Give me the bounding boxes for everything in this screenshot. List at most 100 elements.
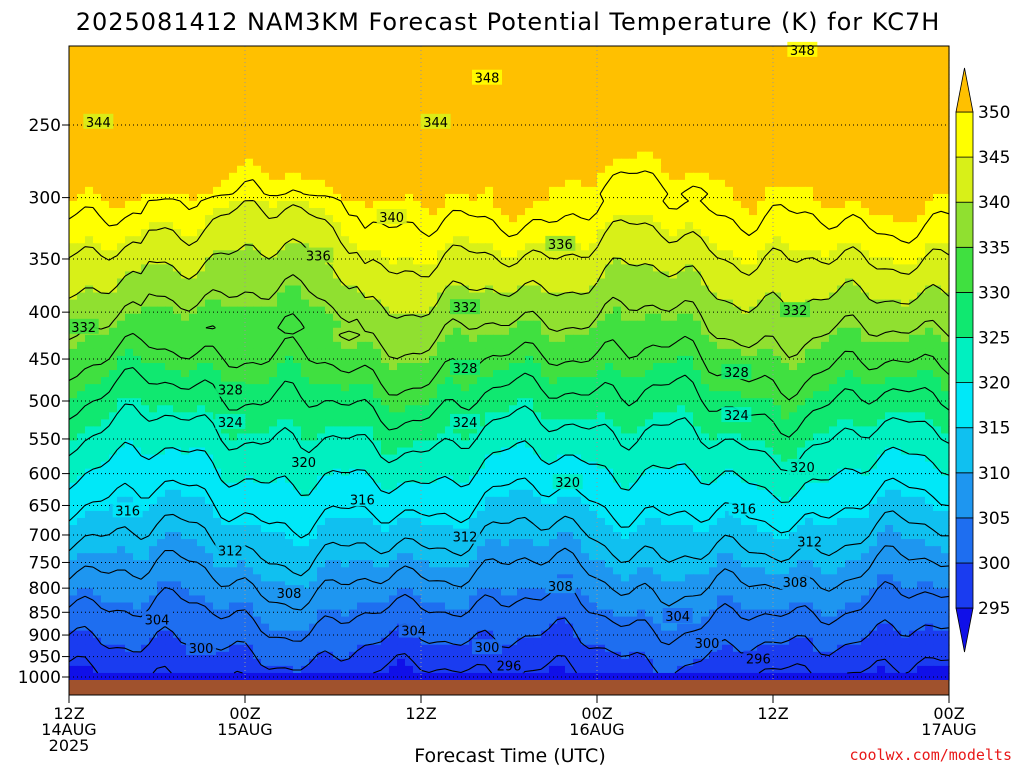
field-cell — [333, 67, 342, 75]
field-cell — [757, 292, 766, 301]
field-cell — [669, 46, 678, 54]
field-cell — [117, 348, 126, 357]
field-cell — [405, 67, 414, 75]
field-cell — [837, 81, 846, 89]
field-cell — [541, 334, 550, 343]
field-cell — [117, 320, 126, 329]
field-cell — [869, 130, 878, 139]
field-cell — [557, 165, 566, 174]
field-cell — [69, 53, 78, 61]
field-cell — [245, 179, 254, 188]
field-cell — [685, 102, 694, 110]
field-cell — [77, 81, 86, 89]
field-cell — [405, 341, 414, 350]
field-cell — [749, 334, 758, 343]
field-cell — [589, 81, 598, 89]
field-cell — [701, 53, 710, 61]
field-cell — [493, 264, 502, 273]
field-cell — [741, 222, 750, 230]
field-cell — [429, 320, 438, 329]
field-cell — [693, 172, 702, 181]
field-cell — [301, 67, 310, 75]
field-cell — [533, 53, 542, 61]
field-cell — [533, 250, 542, 258]
field-cell — [781, 215, 790, 223]
field-cell — [141, 257, 150, 265]
field-cell — [749, 299, 758, 308]
field-cell — [333, 172, 342, 181]
field-cell — [645, 46, 654, 54]
field-cell — [837, 172, 846, 181]
field-cell — [133, 348, 142, 357]
field-cell — [389, 250, 398, 258]
field-cell — [853, 186, 862, 195]
field-cell — [469, 116, 478, 125]
field-cell — [565, 137, 574, 146]
field-cell — [757, 60, 766, 68]
field-cell — [109, 250, 118, 258]
field-cell — [165, 278, 174, 287]
field-cell — [229, 355, 238, 364]
field-cell — [797, 229, 806, 237]
field-cell — [869, 327, 878, 336]
field-cell — [197, 299, 206, 308]
field-cell — [197, 250, 206, 258]
field-cell — [181, 102, 190, 110]
field-cell — [541, 60, 550, 68]
field-cell — [269, 341, 278, 350]
field-cell — [181, 144, 190, 153]
field-cell — [821, 292, 830, 301]
field-cell — [133, 355, 142, 364]
field-cell — [661, 74, 670, 82]
field-cell — [581, 299, 590, 308]
field-cell — [381, 271, 390, 280]
field-cell — [653, 320, 662, 329]
field-cell — [493, 109, 502, 118]
field-cell — [341, 102, 350, 110]
field-cell — [877, 278, 886, 287]
field-cell — [213, 229, 222, 237]
field-cell — [485, 299, 494, 308]
field-cell — [645, 299, 654, 308]
field-cell — [109, 88, 118, 96]
field-cell — [869, 278, 878, 287]
field-cell — [637, 257, 646, 265]
field-cell — [533, 334, 542, 343]
field-cell — [93, 144, 102, 153]
field-cell — [917, 179, 926, 188]
field-cell — [461, 348, 470, 357]
field-cell — [693, 278, 702, 287]
field-cell — [381, 158, 390, 167]
field-cell — [141, 179, 150, 188]
field-cell — [125, 306, 134, 315]
field-cell — [685, 299, 694, 308]
field-cell — [909, 95, 918, 103]
field-cell — [389, 88, 398, 96]
field-cell — [317, 334, 326, 343]
field-cell — [269, 327, 278, 336]
field-cell — [733, 88, 742, 96]
field-cell — [941, 236, 950, 244]
field-cell — [93, 215, 102, 223]
field-cell — [525, 109, 534, 118]
field-cell — [237, 144, 246, 153]
field-cell — [941, 109, 950, 118]
field-cell — [477, 81, 486, 89]
field-cell — [901, 271, 910, 280]
field-cell — [333, 137, 342, 146]
field-cell — [461, 172, 470, 181]
field-cell — [477, 95, 486, 103]
field-cell — [173, 130, 182, 139]
field-cell — [429, 130, 438, 139]
field-cell — [637, 306, 646, 315]
field-cell — [613, 137, 622, 146]
field-cell — [877, 348, 886, 357]
field-cell — [269, 243, 278, 251]
field-cell — [277, 306, 286, 315]
field-cell — [733, 158, 742, 167]
field-cell — [397, 88, 406, 96]
field-cell — [509, 102, 518, 110]
field-cell — [613, 327, 622, 336]
field-cell — [165, 130, 174, 139]
field-cell — [173, 158, 182, 167]
